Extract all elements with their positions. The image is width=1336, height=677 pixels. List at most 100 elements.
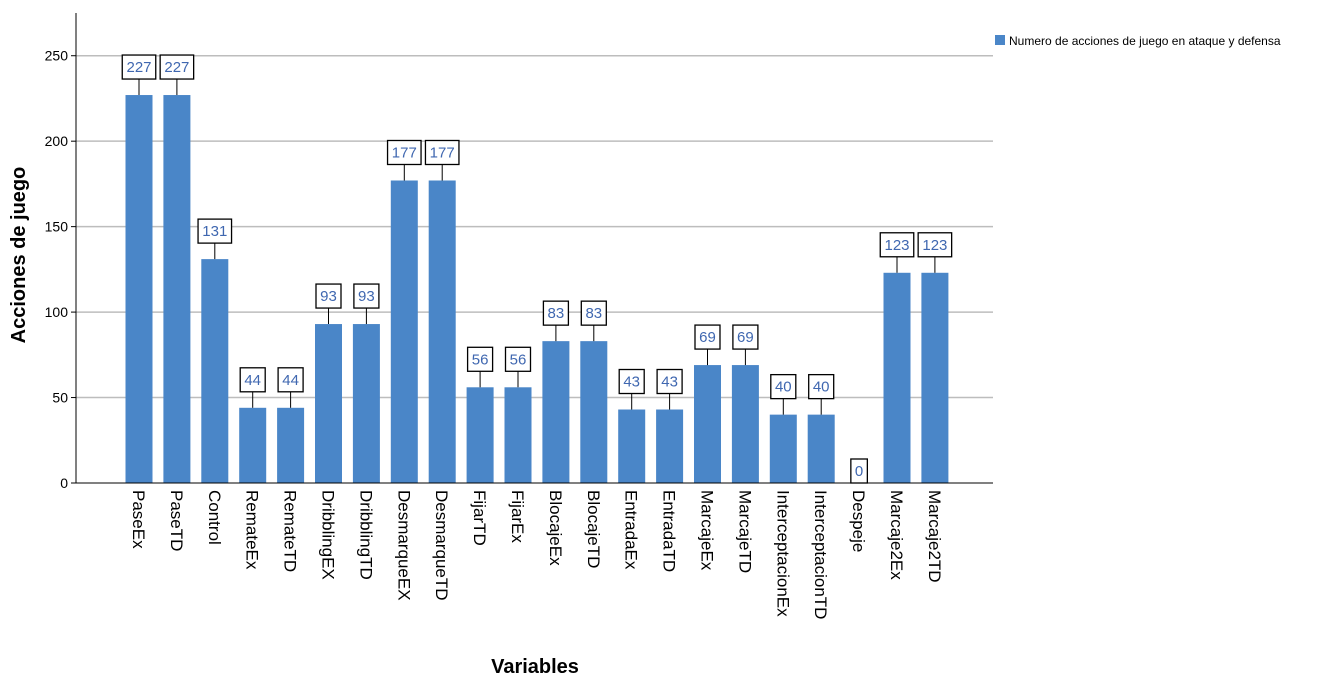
x-tick-label: DribblingTD bbox=[356, 490, 375, 580]
data-label: 43 bbox=[661, 374, 678, 391]
bar bbox=[883, 272, 911, 483]
x-tick-label: Despeje bbox=[849, 490, 868, 552]
y-tick-label: 250 bbox=[45, 48, 69, 64]
y-axis-title: Acciones de juego bbox=[8, 167, 30, 344]
bar bbox=[466, 387, 494, 483]
data-label-box bbox=[542, 300, 570, 326]
bar bbox=[315, 324, 342, 483]
data-label: 69 bbox=[699, 329, 716, 346]
data-label-box bbox=[732, 324, 759, 350]
x-axis-title: Variables bbox=[491, 656, 579, 677]
data-label-box bbox=[850, 458, 868, 484]
data-label-box bbox=[466, 346, 494, 372]
data-label-box bbox=[353, 283, 380, 309]
x-tick-label: BlocajeEx bbox=[546, 490, 565, 566]
x-tick-label: InterceptacionTD bbox=[811, 490, 830, 619]
x-tick-label: PaseTD bbox=[167, 490, 186, 551]
bar bbox=[125, 95, 153, 483]
x-tick-labels: PaseEx PaseTD Control RemateEx RemateTD Dribb… bbox=[129, 490, 944, 619]
data-label-box bbox=[694, 324, 721, 350]
data-label-box bbox=[504, 346, 532, 372]
data-label-box bbox=[159, 54, 195, 80]
x-tick-label: Control bbox=[205, 490, 224, 545]
data-label-box bbox=[580, 300, 607, 326]
x-tick-label: PaseEx bbox=[129, 490, 148, 549]
data-label-box bbox=[808, 373, 835, 400]
x-tick-label: RemateTD bbox=[281, 490, 300, 572]
x-tick-label: Marcaje2TD bbox=[925, 490, 944, 583]
data-label: 177 bbox=[430, 144, 455, 161]
data-label-box bbox=[386, 139, 422, 166]
data-label: 40 bbox=[775, 379, 792, 396]
bar bbox=[390, 180, 418, 483]
bar bbox=[428, 180, 456, 483]
legend-swatch bbox=[995, 35, 1005, 45]
y-tick-label: 0 bbox=[60, 475, 68, 491]
x-tick-label: EntradaTD bbox=[660, 490, 679, 572]
data-label: 0 bbox=[855, 463, 863, 480]
bar bbox=[807, 414, 835, 483]
data-label-box bbox=[656, 368, 683, 395]
bar bbox=[921, 272, 949, 483]
bar bbox=[239, 407, 267, 483]
data-label-box bbox=[424, 139, 460, 166]
y-tick-label: 200 bbox=[45, 133, 69, 149]
data-label: 69 bbox=[737, 329, 754, 346]
x-tick-label: DesmarqueEX bbox=[394, 490, 413, 601]
data-label-box bbox=[618, 368, 645, 395]
data-label: 83 bbox=[585, 305, 602, 322]
data-label-box bbox=[197, 218, 233, 244]
data-label: 43 bbox=[623, 374, 640, 391]
x-tick-label: FijarEx bbox=[508, 490, 527, 543]
data-label: 227 bbox=[164, 59, 189, 76]
x-tick-label: RemateEx bbox=[243, 490, 262, 570]
x-tick-label: EntradaEx bbox=[622, 490, 641, 570]
x-tick-label: DesmarqueTD bbox=[432, 490, 451, 601]
bars bbox=[125, 95, 949, 483]
data-label: 56 bbox=[510, 351, 527, 368]
bar bbox=[277, 407, 305, 483]
data-label-box bbox=[277, 367, 304, 393]
data-label-box bbox=[239, 367, 266, 393]
bar bbox=[201, 259, 229, 483]
data-label-box bbox=[121, 54, 157, 80]
y-tick-label: 100 bbox=[45, 304, 69, 320]
bar bbox=[694, 365, 721, 483]
data-label-box bbox=[879, 232, 915, 258]
bar bbox=[656, 409, 684, 483]
data-label: 123 bbox=[922, 237, 947, 254]
bar bbox=[163, 95, 191, 483]
data-label: 123 bbox=[884, 237, 909, 254]
x-tick-label: BlocajeTD bbox=[584, 490, 603, 568]
data-label: 177 bbox=[392, 144, 417, 161]
data-label: 93 bbox=[320, 288, 337, 305]
bar bbox=[504, 387, 532, 483]
data-label-box bbox=[315, 283, 342, 309]
data-label: 40 bbox=[813, 379, 830, 396]
x-tick-label: FijarTD bbox=[470, 490, 489, 546]
legend-label: Numero de acciones de juego en ataque y … bbox=[1009, 34, 1281, 48]
x-tick-label: DribblingEX bbox=[319, 490, 338, 580]
data-label: 44 bbox=[244, 372, 261, 389]
axes bbox=[75, 13, 993, 484]
y-tick-label: 150 bbox=[45, 219, 69, 235]
bar bbox=[618, 409, 646, 483]
data-label: 56 bbox=[472, 351, 489, 368]
data-label: 44 bbox=[282, 372, 299, 389]
data-label: 227 bbox=[126, 59, 151, 76]
data-label: 83 bbox=[548, 305, 565, 322]
bar bbox=[580, 341, 608, 483]
x-tick-label: Marcaje2Ex bbox=[887, 490, 906, 580]
y-tick-labels: 0 50 100 150 200 250 bbox=[45, 48, 76, 491]
data-label-box bbox=[770, 373, 797, 400]
y-tick-label: 50 bbox=[52, 390, 68, 406]
data-labels: 227 227 131 44 44 93 93 177 177 56 56 83 83 43 43 69 69 4… bbox=[121, 54, 953, 484]
bar bbox=[542, 341, 570, 483]
data-label: 131 bbox=[202, 223, 227, 240]
legend: Numero de acciones de juego en ataque y … bbox=[995, 34, 1281, 48]
bar bbox=[769, 414, 797, 483]
data-label-box bbox=[917, 232, 953, 258]
x-tick-label: MarcajeEx bbox=[698, 490, 717, 571]
data-label: 93 bbox=[358, 288, 375, 305]
